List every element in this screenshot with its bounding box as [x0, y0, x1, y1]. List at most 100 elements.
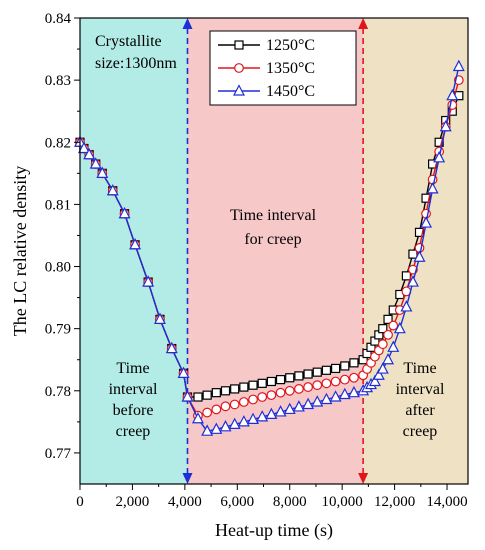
x-tick-label: 8,000: [273, 494, 307, 510]
data-point: [83, 147, 96, 160]
data-point: [211, 404, 222, 415]
y-tick-label: 0.79: [45, 322, 71, 338]
after-line-2: interval: [396, 381, 445, 398]
y-tick-label: 0.82: [45, 135, 71, 151]
data-point: [303, 369, 313, 379]
before-line-3: before: [113, 402, 154, 419]
data-point: [311, 395, 324, 407]
data-point: [414, 227, 425, 237]
y-tick-label: 0.83: [45, 73, 71, 89]
data-point: [388, 320, 399, 331]
data-point: [413, 250, 426, 262]
data-point: [292, 400, 305, 412]
creep-line-2: for creep: [244, 231, 301, 248]
data-point: [220, 401, 231, 412]
data-point: [338, 387, 351, 400]
data-point: [266, 376, 276, 387]
data-point: [401, 271, 411, 281]
data-point: [406, 275, 419, 287]
y-tick-label: 0.77: [45, 446, 72, 462]
series-layer: [74, 59, 465, 436]
data-point: [129, 237, 142, 250]
data-point: [238, 397, 249, 407]
data-point: [382, 352, 395, 365]
data-point: [257, 392, 268, 402]
x-tick-label: 0: [76, 494, 84, 510]
region-before-creep: [80, 18, 188, 484]
legend-marker: [233, 84, 245, 96]
before-line-4: creep: [116, 423, 151, 440]
series-3: [74, 59, 465, 436]
before-line-2: interval: [109, 381, 158, 398]
creep-line-1: Time interval: [230, 207, 317, 224]
data-point: [393, 321, 406, 334]
legend-item-2: 1350°C: [218, 60, 315, 77]
data-point: [439, 119, 452, 132]
legend-label: 1450°C: [266, 83, 315, 100]
data-point: [191, 411, 204, 424]
data-point: [321, 365, 332, 375]
data-point: [275, 375, 286, 385]
crystallite-annotation: Crystallite size:1300nm: [95, 33, 177, 72]
divider-arrow-bottom-1: [182, 473, 193, 484]
data-point: [211, 388, 221, 398]
legend: 1250°C 1350°C 1450°C: [209, 30, 357, 106]
data-point: [400, 300, 413, 312]
plot-frame: [79, 17, 469, 485]
data-point: [265, 407, 278, 420]
x-tick-label: 10,000: [322, 494, 363, 510]
data-point: [96, 166, 109, 178]
data-point: [248, 380, 258, 390]
data-point: [330, 376, 341, 387]
data-point: [294, 384, 304, 394]
data-point: [230, 384, 240, 394]
data-point: [193, 392, 203, 402]
data-point: [89, 157, 102, 169]
data-point: [219, 420, 232, 432]
after-line-4: creep: [403, 423, 438, 440]
data-point: [266, 390, 277, 401]
data-point: [372, 368, 385, 380]
data-point: [177, 366, 190, 379]
data-point: [349, 358, 359, 368]
data-point: [387, 340, 400, 352]
data-point: [320, 392, 333, 405]
before-creep-annotation: Time interval before creep: [109, 360, 158, 440]
after-creep-annotation: Time interval after creep: [396, 360, 445, 440]
data-point: [153, 312, 166, 324]
x-axis-label: Heat-up time (s): [215, 520, 333, 541]
data-point: [433, 151, 446, 163]
data-point: [142, 275, 155, 287]
data-point: [434, 137, 444, 147]
divider-arrow-top-1: [182, 18, 193, 29]
data-point: [284, 385, 295, 396]
data-point: [248, 394, 258, 405]
x-tick-label: 14,000: [426, 494, 467, 510]
y-tick-label: 0.84: [45, 11, 72, 27]
data-point: [383, 314, 393, 324]
legend-label: 1250°C: [266, 37, 315, 54]
legend-item-3: 1450°C: [218, 83, 315, 100]
y-tick-label: 0.78: [45, 384, 71, 400]
data-point: [446, 88, 459, 101]
after-line-3: after: [405, 402, 435, 419]
data-point: [256, 410, 269, 422]
crystallite-line-2: size:1300nm: [95, 55, 177, 72]
data-point: [312, 380, 323, 391]
data-point: [239, 382, 249, 392]
data-point: [210, 422, 223, 434]
x-tick-label: 2,000: [116, 494, 150, 510]
data-point: [331, 363, 341, 374]
data-point: [118, 206, 131, 219]
data-point: [408, 249, 418, 259]
data-point: [383, 329, 393, 340]
data-point: [421, 193, 431, 203]
data-point: [376, 362, 389, 374]
data-point: [321, 378, 332, 389]
after-line-1: Time: [403, 360, 436, 377]
legend-label: 1350°C: [266, 60, 315, 77]
data-point: [202, 390, 212, 400]
data-point: [294, 371, 304, 381]
data-point: [106, 183, 119, 196]
